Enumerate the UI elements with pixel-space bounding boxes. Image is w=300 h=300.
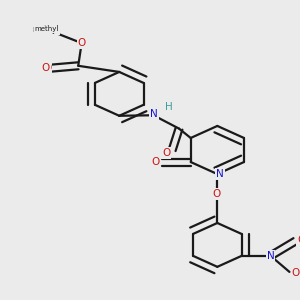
Text: O: O bbox=[77, 38, 86, 48]
Text: H: H bbox=[165, 102, 173, 112]
Text: N: N bbox=[150, 109, 158, 119]
Text: O: O bbox=[212, 189, 221, 199]
Text: methyl: methyl bbox=[34, 26, 58, 32]
Text: O: O bbox=[43, 64, 52, 74]
Text: methyl: methyl bbox=[32, 25, 59, 34]
Text: O: O bbox=[292, 268, 300, 278]
Text: O: O bbox=[162, 148, 170, 158]
Text: O: O bbox=[297, 235, 300, 245]
Text: O: O bbox=[77, 38, 86, 48]
Text: N: N bbox=[267, 251, 274, 261]
Text: N: N bbox=[267, 251, 274, 261]
Text: N: N bbox=[216, 169, 224, 179]
Text: O: O bbox=[292, 268, 300, 278]
Text: O: O bbox=[42, 64, 50, 74]
Text: O: O bbox=[152, 157, 160, 167]
